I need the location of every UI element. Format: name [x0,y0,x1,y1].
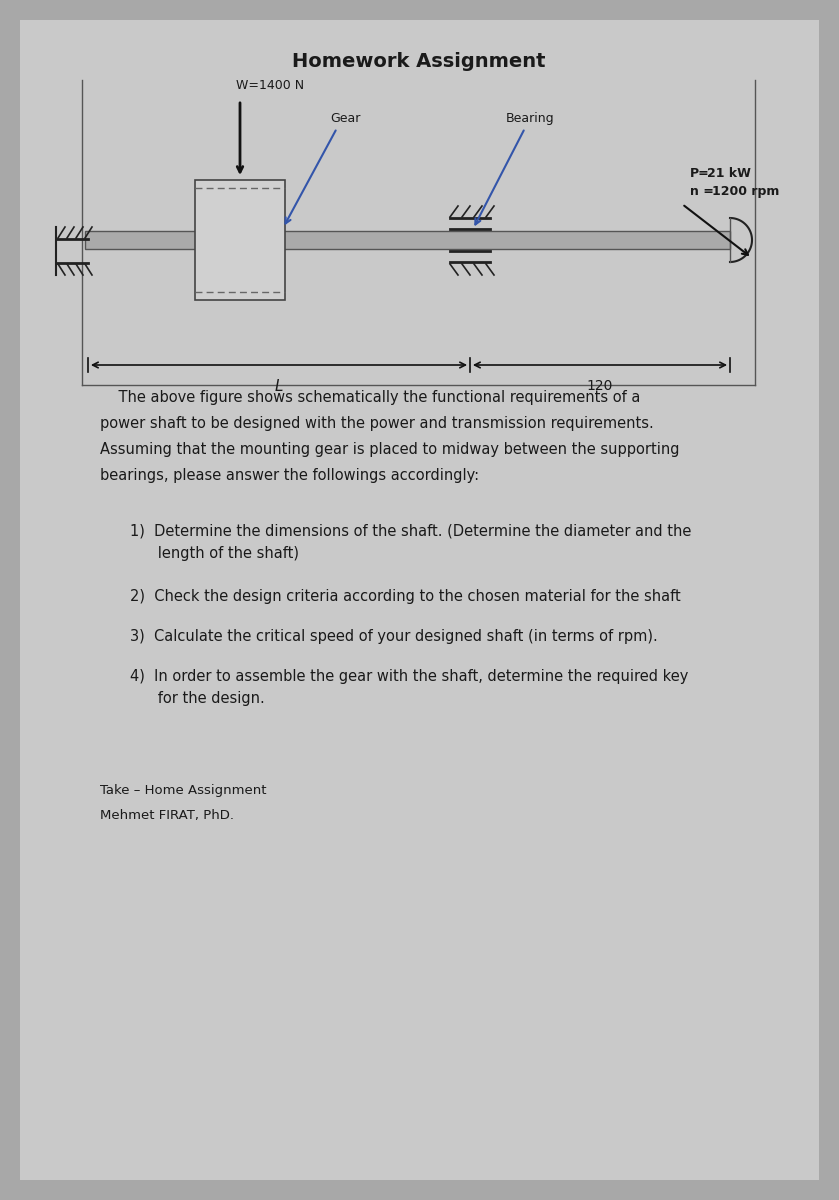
Text: 2)  Check the design criteria according to the chosen material for the shaft: 2) Check the design criteria according t… [130,589,680,604]
Text: 21 kW: 21 kW [707,167,751,180]
Text: P=: P= [690,167,710,180]
Text: n =: n = [690,185,714,198]
Text: 1200 rpm: 1200 rpm [712,185,779,198]
Text: 1)  Determine the dimensions of the shaft. (Determine the diameter and the: 1) Determine the dimensions of the shaft… [130,524,691,539]
Bar [195,180,285,300]
Text: L: L [274,379,284,394]
Text: 4)  In order to assemble the gear with the shaft, determine the required key: 4) In order to assemble the gear with th… [130,670,688,684]
Text: Mehmet FIRAT, PhD.: Mehmet FIRAT, PhD. [100,809,234,822]
Text: Take – Home Assignment: Take – Home Assignment [100,784,267,797]
Text: length of the shaft): length of the shaft) [130,546,299,560]
Text: Gear: Gear [330,112,360,125]
Bar [85,230,730,248]
Text: 3)  Calculate the critical speed of your designed shaft (in terms of rpm).: 3) Calculate the critical speed of your … [130,629,658,644]
Text: The above figure shows schematically the functional requirements of a: The above figure shows schematically the… [100,390,640,404]
Text: power shaft to be designed with the power and transmission requirements.: power shaft to be designed with the powe… [100,416,654,431]
Text: W=1400 N: W=1400 N [236,79,304,92]
Text: 120: 120 [586,379,613,392]
Text: Bearing: Bearing [506,112,555,125]
Text: for the design.: for the design. [130,691,265,706]
Text: Assuming that the mounting gear is placed to midway between the supporting: Assuming that the mounting gear is place… [100,442,680,457]
Text: Homework Assignment: Homework Assignment [292,52,545,71]
Text: bearings, please answer the followings accordingly:: bearings, please answer the followings a… [100,468,479,482]
